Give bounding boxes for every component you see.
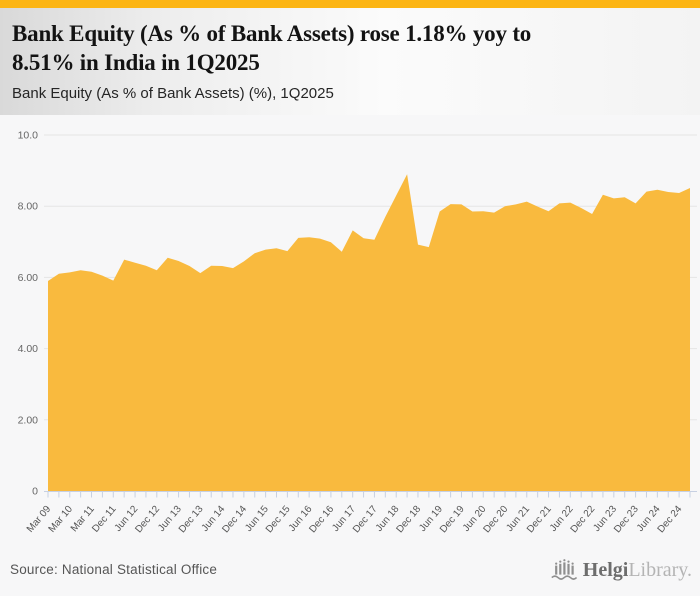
x-axis-tick-label: Dec 17 bbox=[351, 504, 380, 536]
x-axis-tick-label: Dec 19 bbox=[438, 504, 467, 536]
title-line-2: 8.51% in India in 1Q2025 bbox=[12, 50, 260, 75]
y-axis-tick-label: 2.00 bbox=[18, 414, 39, 426]
y-axis-tick-label: 10.0 bbox=[18, 130, 39, 142]
brand-accent-bar bbox=[0, 0, 700, 8]
area-series bbox=[48, 174, 690, 491]
x-axis-tick-label: Dec 23 bbox=[612, 504, 641, 536]
y-axis-tick-label: 8.00 bbox=[18, 201, 39, 213]
x-axis-tick-label: Dec 20 bbox=[482, 504, 511, 536]
x-axis-tick-label: Dec 18 bbox=[394, 504, 423, 536]
chart-region: 10.0 8.00 6.00 4.00 2.00 0 Mar 09 Mar 10 Mar 11 D… bbox=[0, 115, 700, 556]
logo-wordmark: HelgiLibrary. bbox=[583, 559, 692, 581]
x-axis-tick-label: Dec 24 bbox=[656, 504, 685, 536]
x-axis-tick-label: Dec 22 bbox=[569, 504, 598, 536]
chart-header: Bank Equity (As % of Bank Assets) rose 1… bbox=[0, 8, 700, 115]
x-axis-tick-label: Dec 12 bbox=[133, 504, 162, 536]
chart-subtitle: Bank Equity (As % of Bank Assets) (%), 1… bbox=[12, 85, 334, 102]
source-label: Source: National Statistical Office bbox=[10, 561, 218, 577]
y-axis-tick-label: 4.00 bbox=[18, 343, 39, 355]
x-axis-tick-label: Dec 21 bbox=[525, 504, 554, 536]
y-axis-tick-label: 0 bbox=[32, 486, 38, 498]
x-axis-tick-label: Dec 14 bbox=[220, 504, 249, 536]
x-axis-tick-label: Dec 13 bbox=[177, 504, 206, 536]
title-line-1: Bank Equity (As % of Bank Assets) rose 1… bbox=[12, 21, 532, 46]
x-axis-tick-label: Dec 11 bbox=[90, 504, 119, 535]
helgi-logo-icon bbox=[551, 558, 577, 580]
logo-text-helgi: Helgi bbox=[582, 558, 629, 581]
logo-text-library: Library. bbox=[628, 558, 692, 581]
chart-footer: Source: National Statistical Office He bbox=[0, 553, 700, 585]
x-axis-tick-label: Dec 16 bbox=[307, 504, 336, 536]
helgi-library-logo: HelgiLibrary. bbox=[551, 558, 692, 581]
page-title: Bank Equity (As % of Bank Assets) rose 1… bbox=[12, 19, 686, 77]
y-axis-tick-label: 6.00 bbox=[18, 272, 39, 284]
x-axis-tick-label: Dec 15 bbox=[264, 504, 293, 536]
